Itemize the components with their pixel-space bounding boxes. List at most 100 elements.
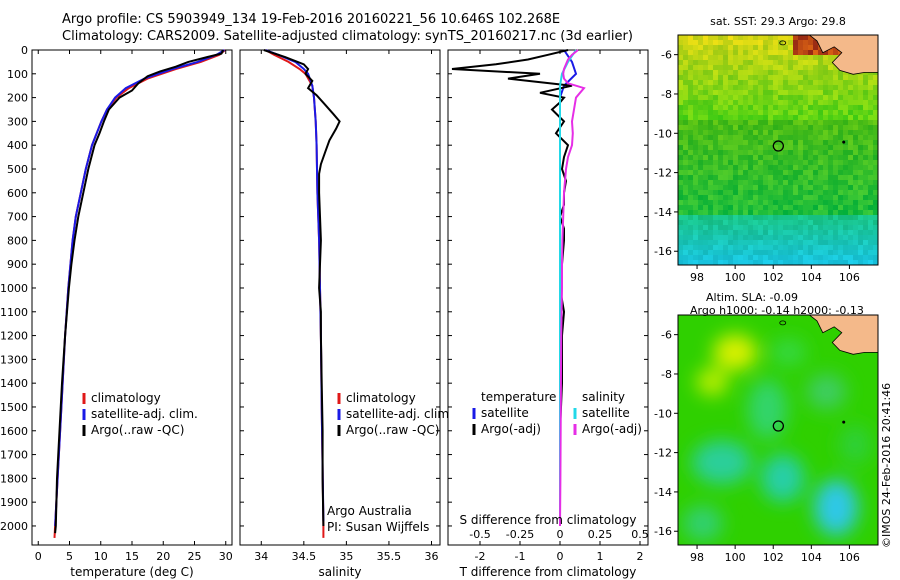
map-frame — [677, 314, 879, 546]
series-argo — [54, 49, 225, 534]
y-tick-label: 1900 — [0, 496, 28, 509]
y-tick-label: 1300 — [0, 353, 28, 366]
x-axis-label: salinity — [318, 565, 361, 579]
x-tick-label: 100 — [725, 271, 746, 284]
y-tick-label: 1500 — [0, 401, 28, 414]
temperature-plot: 0 5 10 15 20 25 30 temperature (deg C) 0 100 200 30… — [0, 44, 233, 579]
legend-label: Argo(..raw -QC) — [91, 423, 184, 437]
x-tick-label: 36 — [424, 550, 438, 563]
y-tick-label: 100 — [7, 68, 28, 81]
y-tick-label: -6 — [661, 329, 672, 342]
y-tick-label: 0 — [21, 44, 28, 57]
x-tick-label: 34 — [254, 550, 268, 563]
y-tick-label: -16 — [654, 245, 672, 258]
x-tick-label: 102 — [763, 271, 784, 284]
y-tick-label: 1700 — [0, 449, 28, 462]
x-tick-label: 98 — [690, 551, 704, 564]
series-s_sat — [559, 49, 577, 526]
annotation-pi: PI: Susan Wijffels — [327, 520, 429, 534]
legend-label: satellite — [481, 406, 529, 420]
legend-label: Argo(-adj) — [582, 422, 642, 436]
plot-frame — [447, 49, 649, 546]
legend-label: satellite-adj. clim. — [91, 407, 198, 421]
x-tick-label: 0 — [35, 550, 42, 563]
s-tick-label: 0.5 — [631, 528, 649, 541]
y-tick-label: 1100 — [0, 306, 28, 319]
x-tick-label: 102 — [763, 551, 784, 564]
x-tick-label: 1 — [597, 550, 604, 563]
y-tick-label: 400 — [7, 139, 28, 152]
sla-map: 98 100 102 104 106 -6 -8 -10 -12 -14 -16 Altim. SLA… — [654, 291, 879, 564]
y-tick-label: 1000 — [0, 282, 28, 295]
sla-map-title: Altim. SLA: -0.09 — [706, 291, 798, 304]
map-frame — [677, 34, 879, 266]
x-tick-label: 100 — [725, 551, 746, 564]
y-tick-label: 700 — [7, 211, 28, 224]
x-axis-label: T difference from climatology — [459, 565, 637, 579]
x-tick-label: -1 — [515, 550, 526, 563]
y-tick-label: 2000 — [0, 520, 28, 533]
legend-label: satellite-adj. clim. — [346, 407, 453, 421]
y-tick-label: -14 — [654, 206, 672, 219]
y-tick-label: -10 — [654, 407, 672, 420]
x-tick-label: 35 — [339, 550, 353, 563]
sst-field — [678, 35, 878, 265]
x-tick-label: 104 — [801, 551, 822, 564]
title-profile: Argo profile: CS 5903949_134 19-Feb-2016… — [62, 12, 561, 27]
s-axis-label: S difference from climatology — [460, 513, 637, 527]
legend-title-temperature: temperature — [481, 390, 556, 404]
float-position-marker — [772, 140, 784, 152]
sst-map-title: sat. SST: 29.3 Argo: 29.8 — [710, 15, 846, 28]
y-tick-label: 1600 — [0, 425, 28, 438]
s-tick-label: 0 — [557, 528, 564, 541]
y-tick-label: 1200 — [0, 330, 28, 343]
x-tick-label: 0 — [557, 550, 564, 563]
y-tick-label: -8 — [661, 368, 672, 381]
y-tick-label: 1800 — [0, 472, 28, 485]
legend-label: Argo(-adj) — [481, 422, 541, 436]
christmas-island — [842, 140, 846, 144]
legend-title-salinity: salinity — [582, 390, 625, 404]
annotation-argo-australia: Argo Australia — [327, 504, 412, 518]
y-tick-label: -6 — [661, 49, 672, 62]
plot-frame — [31, 49, 233, 546]
imos-credit: ©IMOS 24-Feb-2016 20:41:46 — [880, 382, 893, 548]
y-tick-label: -12 — [654, 447, 672, 460]
x-tick-label: -2 — [475, 550, 486, 563]
x-tick-label: 35.5 — [377, 550, 402, 563]
y-tick-label: -14 — [654, 486, 672, 499]
y-tick-label: 500 — [7, 163, 28, 176]
land — [779, 315, 878, 424]
x-tick-label: 98 — [690, 271, 704, 284]
sla-map-subtitle: Argo h1000: -0.14 h2000: -0.13 — [690, 304, 864, 317]
x-tick-label: 2 — [637, 550, 644, 563]
x-tick-label: 106 — [839, 271, 860, 284]
x-tick-label: 15 — [125, 550, 139, 563]
land — [779, 35, 878, 144]
y-tick-label: 600 — [7, 187, 28, 200]
s-tick-label: -0.5 — [469, 528, 490, 541]
legend-label: climatology — [91, 391, 161, 405]
x-axis-label: temperature (deg C) — [70, 565, 193, 579]
y-tick-label: 900 — [7, 258, 28, 271]
legend-label: climatology — [346, 391, 416, 405]
plot-frame — [239, 49, 441, 546]
series-argo — [263, 49, 341, 527]
series-t_argo — [451, 49, 573, 526]
y-tick-label: 300 — [7, 115, 28, 128]
x-tick-label: 106 — [839, 551, 860, 564]
salinity-plot: 34 34.5 35 35.5 36 salinity climatology satelli… — [239, 49, 453, 579]
x-tick-label: 104 — [801, 271, 822, 284]
float-position-marker — [772, 420, 784, 432]
legend-label: satellite — [582, 406, 630, 420]
sla-field — [678, 315, 878, 545]
x-tick-label: 30 — [219, 550, 233, 563]
sst-map: 98 100 102 104 106 -6 -8 -10 -12 -14 -16 sat. SST: … — [654, 15, 879, 284]
x-tick-label: 34.5 — [292, 550, 317, 563]
y-tick-label: 200 — [7, 92, 28, 105]
title-climatology: Climatology: CARS2009. Satellite-adjuste… — [62, 29, 633, 44]
x-tick-label: 10 — [94, 550, 108, 563]
y-tick-label: 800 — [7, 234, 28, 247]
s-tick-label: -0.25 — [506, 528, 534, 541]
